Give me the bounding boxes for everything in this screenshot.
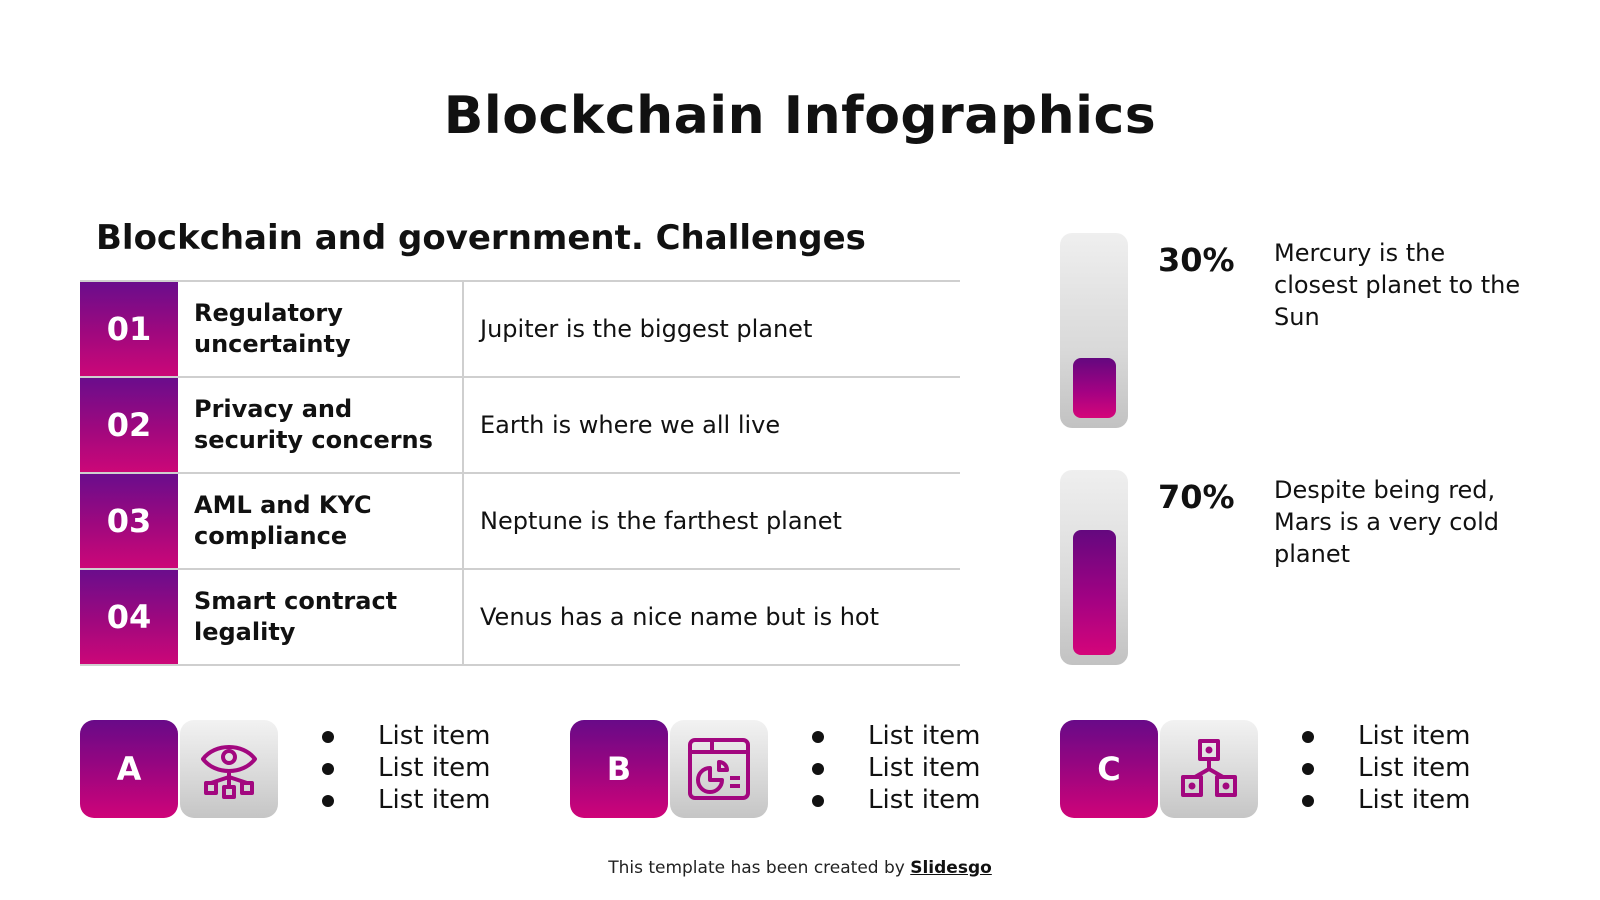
list-item: List item <box>1302 784 1470 816</box>
eye-network-icon <box>201 745 257 799</box>
footer-credit: This template has been created by Slides… <box>0 858 1600 878</box>
stat-percent: 70% <box>1158 478 1235 516</box>
group-letter: B <box>570 720 668 818</box>
group-b: B List item List item List item <box>570 720 990 818</box>
row-number: 01 <box>80 282 178 376</box>
icon-box <box>1160 720 1258 818</box>
section-title: Blockchain and government. Challenges <box>96 218 866 258</box>
stat-percent: 30% <box>1158 241 1235 279</box>
bullet-list: List item List item List item <box>1302 720 1470 816</box>
bullet-list: List item List item List item <box>812 720 980 816</box>
row-challenge: Smart contract legality <box>178 570 464 664</box>
progress-tube <box>1060 470 1128 665</box>
row-description: Neptune is the farthest planet <box>480 507 842 535</box>
challenges-table: 01 Regulatory uncertainty Jupiter is the… <box>80 280 960 666</box>
group-letter: C <box>1060 720 1158 818</box>
list-item: List item <box>322 720 490 752</box>
table-row: 03 AML and KYC compliance Neptune is the… <box>80 474 960 570</box>
progress-tube <box>1060 233 1128 428</box>
table-row: 04 Smart contract legality Venus has a n… <box>80 570 960 666</box>
list-item: List item <box>812 720 980 752</box>
row-challenge: AML and KYC compliance <box>178 474 464 568</box>
bullet-list: List item List item List item <box>322 720 490 816</box>
group-letter: A <box>80 720 178 818</box>
hierarchy-network-icon <box>1181 739 1237 797</box>
icon-box <box>180 720 278 818</box>
row-number: 03 <box>80 474 178 568</box>
row-description: Venus has a nice name but is hot <box>480 603 880 631</box>
row-number: 04 <box>80 570 178 664</box>
table-row: 01 Regulatory uncertainty Jupiter is the… <box>80 282 960 378</box>
progress-fill-30 <box>1073 358 1116 418</box>
page-title: Blockchain Infographics <box>443 86 1157 146</box>
progress-fill-70 <box>1073 530 1116 655</box>
table-row: 02 Privacy and security concerns Earth i… <box>80 378 960 474</box>
row-number: 02 <box>80 378 178 472</box>
stat-mercury: 30% Mercury is the closest planet to the… <box>1060 233 1540 428</box>
stat-mars: 70% Despite being red, Mars is a very co… <box>1060 470 1540 665</box>
row-description: Jupiter is the biggest planet <box>480 315 813 343</box>
row-challenge: Privacy and security concerns <box>178 378 464 472</box>
stat-description: Despite being red, Mars is a very cold p… <box>1274 476 1499 568</box>
list-item: List item <box>322 784 490 816</box>
list-item: List item <box>812 752 980 784</box>
stat-description: Mercury is the closest planet to the Sun <box>1274 239 1521 331</box>
list-item: List item <box>1302 752 1470 784</box>
row-description: Earth is where we all live <box>480 411 781 439</box>
footer-text: This template has been created by <box>608 858 911 878</box>
list-item: List item <box>322 752 490 784</box>
list-item: List item <box>812 784 980 816</box>
group-c: C List item List item List item <box>1060 720 1480 818</box>
icon-box <box>670 720 768 818</box>
slidesgo-link[interactable]: Slidesgo <box>910 858 992 878</box>
row-challenge: Regulatory uncertainty <box>178 282 464 376</box>
browser-chart-icon <box>688 738 750 800</box>
list-item: List item <box>1302 720 1470 752</box>
group-a: A List item List item List item <box>80 720 500 818</box>
